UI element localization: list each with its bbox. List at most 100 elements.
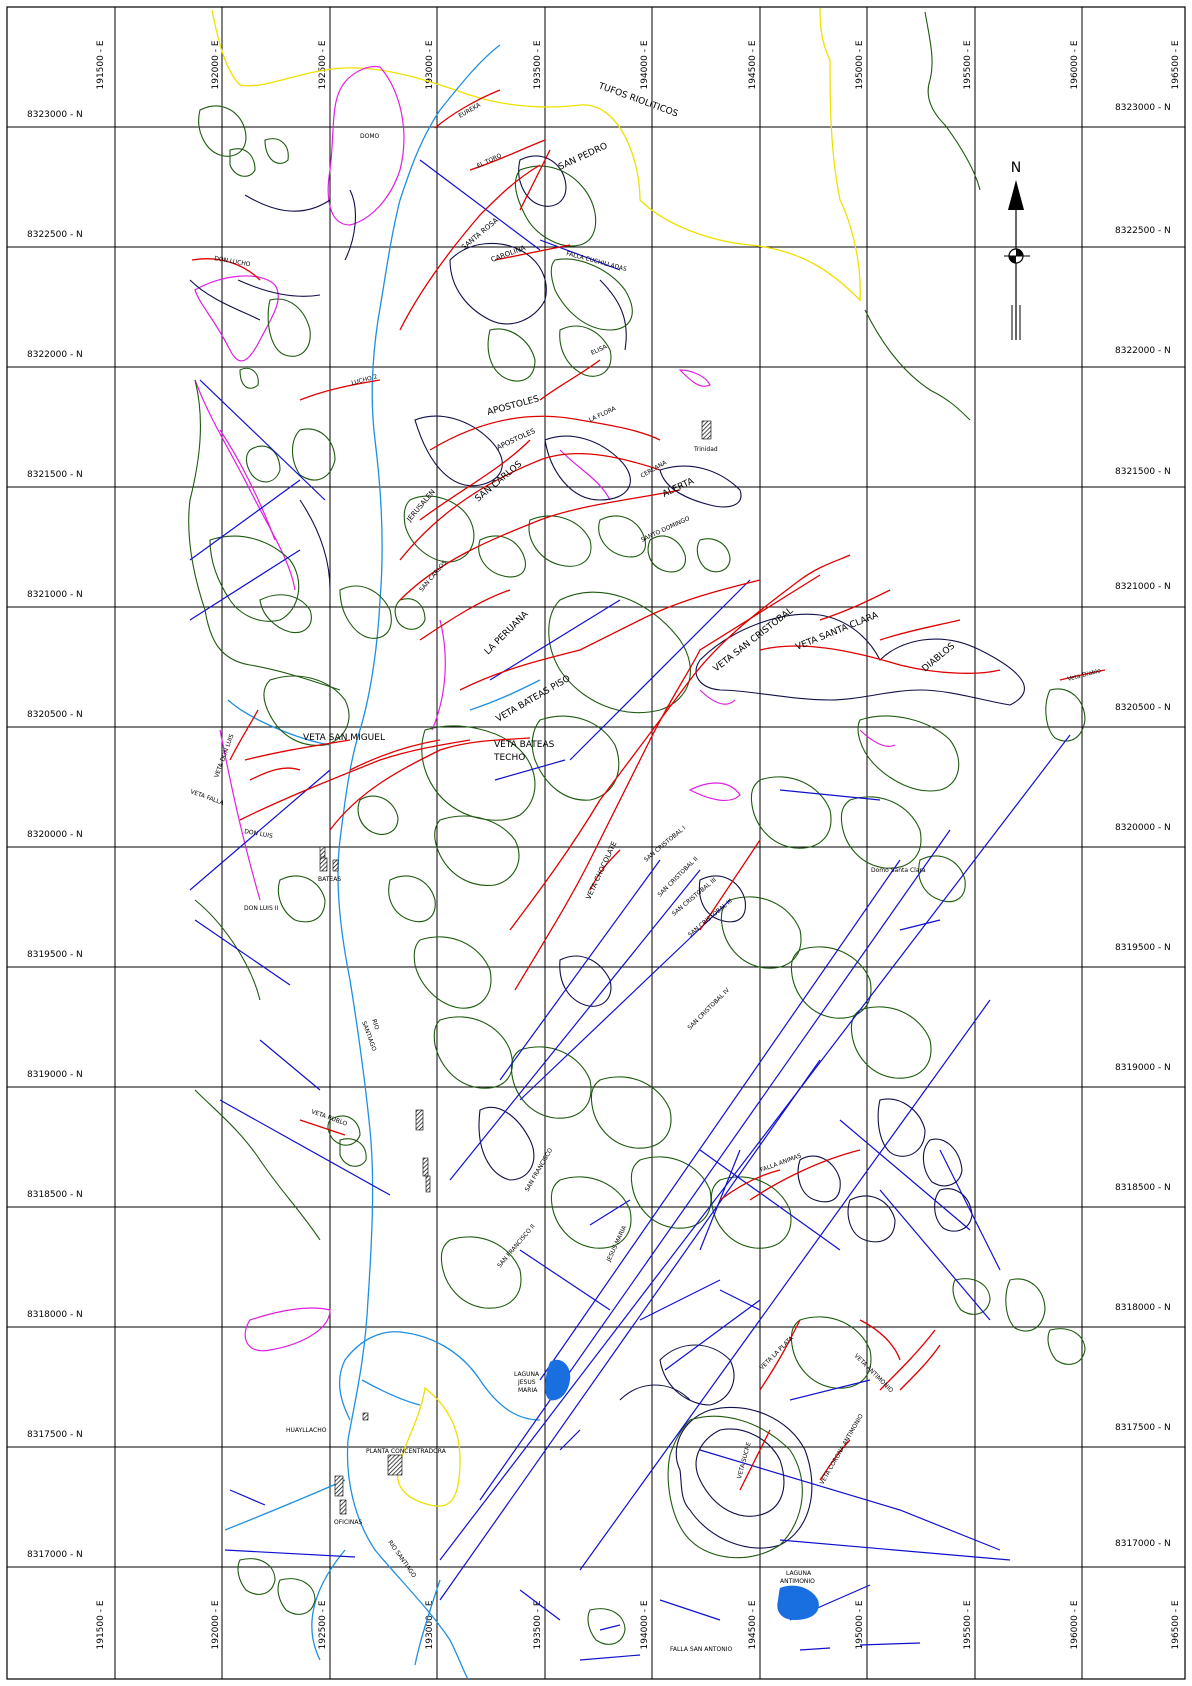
map-frame bbox=[6, 6, 1186, 1680]
trinidad-building bbox=[701, 420, 712, 440]
easting-label: 191500 - E bbox=[96, 1600, 106, 1649]
label-laguna-jm-2: JESUS bbox=[517, 1379, 536, 1386]
northing-label: 8320000 - N bbox=[1115, 823, 1171, 833]
label-veta-san-miguel: VETA SAN MIGUEL bbox=[303, 733, 385, 743]
label-veta-antimonio: VETA ANTIMONIO bbox=[853, 1352, 895, 1394]
easting-label: 192000 - E bbox=[211, 1600, 221, 1649]
mine-building bbox=[415, 1109, 424, 1131]
north-arrow: N bbox=[1004, 160, 1030, 340]
northing-label: 8320000 - N bbox=[27, 830, 83, 840]
label-don-luis: DON LUIS bbox=[244, 828, 274, 840]
northing-label: 8317000 - N bbox=[27, 1550, 83, 1560]
label-san-cristobal-ii: SAN CRISTOBAL II bbox=[656, 855, 699, 898]
outcrop-lines bbox=[864, 11, 981, 421]
northing-label: 8323000 - N bbox=[1115, 103, 1171, 113]
label-veta-bateas-piso: VETA BATEAS PISO bbox=[495, 674, 573, 725]
easting-labels-top: 191500 - E 192000 - E 192500 - E 193000 … bbox=[96, 40, 1181, 89]
label-don-luis-ii: DON LUIS II bbox=[244, 905, 278, 912]
label-don-lucho: DON LUCHO bbox=[214, 255, 252, 268]
label-laguna-ant-2: ANTIMONIO bbox=[780, 1578, 815, 1585]
easting-label: 194500 - E bbox=[748, 40, 758, 89]
label-falla-cuchilladas: FALLA CUCHILLADAS bbox=[565, 250, 627, 273]
label-elisa: ELISA bbox=[590, 343, 609, 357]
label-san-cristobal-iv: SAN CRISTOBAL IV bbox=[686, 986, 731, 1031]
dome-contacts bbox=[194, 65, 896, 1352]
label-veta-santa-clara: VETA SANTA CLARA bbox=[794, 610, 880, 653]
northing-label: 8318500 - N bbox=[1115, 1183, 1171, 1193]
label-trinidad: Trinidad bbox=[693, 446, 718, 453]
label-domo-santa-clara: Domo Santa Clara bbox=[871, 867, 926, 874]
northing-label: 8319500 - N bbox=[27, 950, 83, 960]
office-building bbox=[339, 1499, 347, 1515]
northing-label: 8322500 - N bbox=[27, 230, 83, 240]
easting-label: 195500 - E bbox=[963, 1600, 973, 1649]
northing-label: 8317000 - N bbox=[1115, 1539, 1171, 1549]
northing-label: 8319000 - N bbox=[27, 1070, 83, 1080]
northing-label: 8320500 - N bbox=[1115, 703, 1171, 713]
label-diablos: DIABLOS bbox=[921, 641, 958, 674]
label-planta: PLANTA CONCENTRADORA bbox=[366, 1448, 447, 1455]
coordinate-grid bbox=[6, 6, 1186, 1680]
label-veta-la-plata: VETA LA PLATA bbox=[758, 1334, 795, 1371]
easting-label: 196000 - E bbox=[1070, 40, 1080, 89]
label-santo-domingo: SANTO DOMINGO bbox=[640, 515, 691, 544]
river bbox=[224, 44, 541, 1680]
office-building bbox=[334, 1475, 344, 1497]
label-oficinas: OFICINAS bbox=[334, 1519, 362, 1526]
label-el-toro: EL TORO bbox=[476, 152, 503, 170]
north-arrow-label: N bbox=[1011, 160, 1021, 176]
northing-labels-left: 8323000 - N 8322500 - N 8322000 - N 8321… bbox=[27, 110, 83, 1560]
label-laguna-ant-1: LAGUNA bbox=[786, 1570, 812, 1577]
northing-label: 8318500 - N bbox=[27, 1190, 83, 1200]
easting-label: 194000 - E bbox=[640, 40, 650, 89]
label-veta-diablo: Veta Diablo bbox=[1067, 667, 1102, 683]
facilities bbox=[319, 420, 712, 1515]
easting-label: 193500 - E bbox=[533, 1600, 543, 1649]
north-arrow-head bbox=[1008, 180, 1024, 210]
yellow-contacts bbox=[211, 7, 861, 1507]
easting-label: 195500 - E bbox=[963, 40, 973, 89]
plant-building bbox=[387, 1454, 403, 1476]
easting-label: 196500 - E bbox=[1171, 1600, 1181, 1649]
northing-label: 8321500 - N bbox=[1115, 467, 1171, 477]
huayllacho-building bbox=[362, 1412, 369, 1421]
northing-label: 8322000 - N bbox=[1115, 346, 1171, 356]
label-rio-santiago-3: RIO SANTIAGO bbox=[386, 1539, 417, 1579]
label-la-peruana: LA PERUANA bbox=[483, 609, 531, 657]
label-falla-san-antonio: FALLA SAN ANTONIO bbox=[670, 1646, 732, 1653]
label-veta-bateas-techo-2: TECHO bbox=[493, 753, 525, 763]
veins bbox=[191, 89, 1106, 1491]
easting-label: 194500 - E bbox=[748, 1600, 758, 1649]
label-veta-chocolate: VETA CHOCOLATE bbox=[585, 840, 619, 901]
label-veta-corona-antimonio: VETA CORONA ANTIMONIO bbox=[819, 1413, 865, 1486]
lakes bbox=[545, 1359, 819, 1620]
northing-label: 8317500 - N bbox=[27, 1430, 83, 1440]
label-veta-bateas-techo-1: VETA BATEAS bbox=[494, 740, 555, 750]
label-apostoles-2: APOSTOLES bbox=[495, 427, 537, 452]
northing-label: 8321000 - N bbox=[1115, 582, 1171, 592]
mine-building bbox=[425, 1175, 431, 1193]
northing-label: 8322500 - N bbox=[1115, 226, 1171, 236]
northing-label: 8317500 - N bbox=[1115, 1423, 1171, 1433]
label-lucho-2: LUCHO 2 bbox=[351, 373, 379, 387]
easting-label: 193500 - E bbox=[533, 40, 543, 89]
northing-label: 8319000 - N bbox=[1115, 1063, 1171, 1073]
faults bbox=[189, 159, 1071, 1661]
label-la-flora: LA FLORA bbox=[588, 405, 618, 424]
label-rio-1: RIO bbox=[370, 1018, 380, 1031]
bateas-building bbox=[332, 859, 339, 872]
northing-label: 8320500 - N bbox=[27, 710, 83, 720]
label-apostoles: APOSTOLES bbox=[486, 394, 540, 418]
label-san-cristobal-i: SAN CRISTOBAL I bbox=[643, 825, 687, 864]
mine-building bbox=[319, 846, 326, 858]
northing-label: 8318000 - N bbox=[27, 1310, 83, 1320]
northing-label: 8319500 - N bbox=[1115, 943, 1171, 953]
laguna-antimonio bbox=[777, 1585, 819, 1620]
easting-labels-bottom: 191500 - E 192000 - E 192500 - E 193000 … bbox=[96, 1600, 1181, 1649]
easting-label: 193000 - E bbox=[425, 40, 435, 89]
label-huayllacho: HUAYLLACHO bbox=[286, 1427, 327, 1434]
northing-label: 8322000 - N bbox=[27, 350, 83, 360]
label-cercana: CERCANA bbox=[640, 459, 669, 480]
northing-labels-right: 8323000 - N 8322500 - N 8322000 - N 8321… bbox=[1115, 103, 1171, 1549]
